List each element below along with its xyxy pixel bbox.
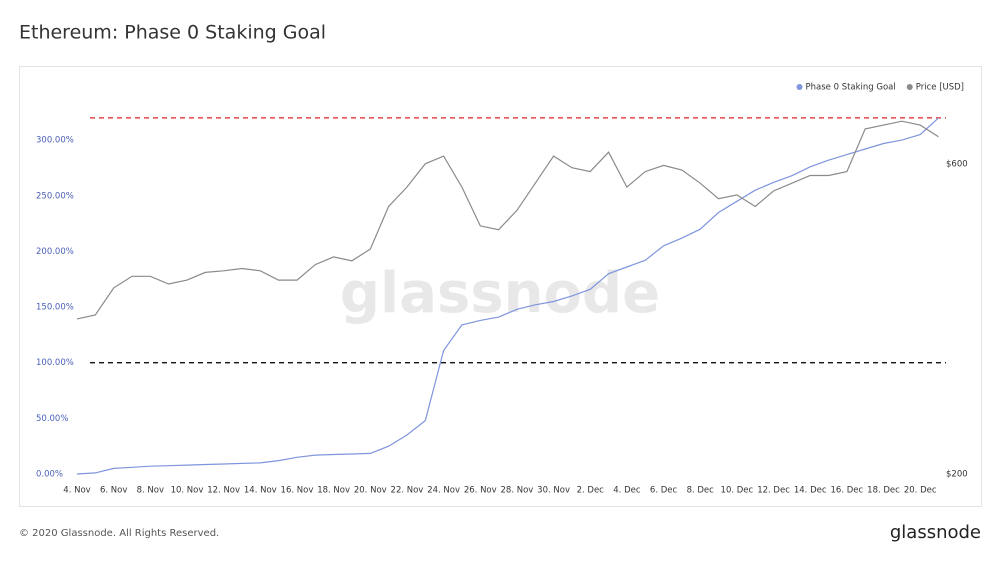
x-tick-label: 4. Nov — [63, 486, 90, 496]
y-tick-label: 100.00% — [36, 358, 74, 368]
x-tick-label: 12. Dec — [757, 486, 790, 496]
y-tick-label: 50.00% — [36, 414, 68, 424]
x-tick-label: 2. Dec — [577, 486, 605, 496]
x-tick-label: 22. Nov — [391, 486, 424, 496]
legend-label: Phase 0 Staking Goal — [806, 83, 896, 93]
x-tick-label: 6. Dec — [650, 486, 678, 496]
y-tick-label: 0.00% — [36, 470, 63, 480]
x-tick-label: 18. Dec — [867, 486, 900, 496]
page-title: Ethereum: Phase 0 Staking Goal — [19, 22, 326, 44]
x-tick-label: 6. Nov — [100, 486, 127, 496]
y-tick-label: 200.00% — [36, 247, 74, 257]
x-tick-label: 20. Dec — [904, 486, 937, 496]
watermark: glassnode — [340, 261, 660, 326]
y2-tick-label: $200 — [946, 470, 968, 480]
x-tick-label: 10. Dec — [721, 486, 754, 496]
x-tick-label: 16. Dec — [831, 486, 864, 496]
x-tick-label: 28. Nov — [501, 486, 534, 496]
legend-swatch — [796, 84, 803, 90]
x-tick-label: 8. Dec — [687, 486, 715, 496]
y-tick-label: 150.00% — [36, 303, 74, 313]
x-tick-label: 14. Nov — [244, 486, 277, 496]
x-tick-label: 30. Nov — [537, 486, 570, 496]
x-tick-label: 10. Nov — [171, 486, 204, 496]
chart-frame — [19, 66, 982, 507]
x-tick-label: 24. Nov — [427, 486, 460, 496]
legend-swatch — [906, 84, 913, 90]
footer: © 2020 Glassnode. All Rights Reserved. — [19, 528, 219, 539]
y2-tick-label: $600 — [946, 159, 968, 169]
x-tick-label: 14. Dec — [794, 486, 827, 496]
x-tick-label: 8. Nov — [137, 486, 164, 496]
legend-label: Price [USD] — [916, 83, 964, 93]
x-tick-label: 26. Nov — [464, 486, 497, 496]
x-tick-label: 16. Nov — [281, 486, 314, 496]
x-tick-label: 4. Dec — [613, 486, 641, 496]
series-line — [76, 120, 939, 320]
x-tick-label: 20. Nov — [354, 486, 387, 496]
y-tick-label: 300.00% — [36, 136, 74, 146]
x-tick-label: 18. Nov — [317, 486, 350, 496]
logo: glassnode — [890, 522, 981, 543]
series-line — [76, 117, 939, 475]
y-tick-label: 250.00% — [36, 191, 74, 201]
x-tick-label: 12. Nov — [207, 486, 240, 496]
